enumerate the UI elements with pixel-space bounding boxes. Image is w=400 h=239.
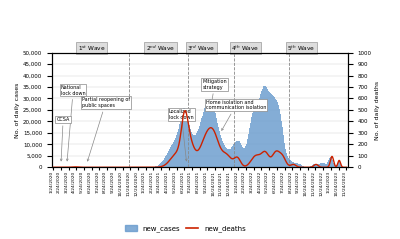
- Text: CCSA: CCSA: [56, 117, 70, 161]
- Legend: new_cases, new_deaths: new_cases, new_deaths: [122, 223, 248, 235]
- Text: 4$^{th}$ Wave: 4$^{th}$ Wave: [231, 43, 260, 53]
- Text: Home isolation and
communication isolation: Home isolation and communication isolati…: [206, 100, 266, 130]
- Y-axis label: No. of daily cases: No. of daily cases: [15, 82, 20, 138]
- Text: Mitigation
strategy: Mitigation strategy: [202, 79, 227, 107]
- Text: 2$^{nd}$ Wave: 2$^{nd}$ Wave: [146, 43, 175, 53]
- Text: 1$^{st}$ Wave: 1$^{st}$ Wave: [78, 44, 105, 53]
- Text: Partial reopening of
public spaces: Partial reopening of public spaces: [82, 97, 130, 161]
- Text: Localized
lock down: Localized lock down: [169, 109, 194, 161]
- Text: 5$^{th}$ Wave: 5$^{th}$ Wave: [287, 43, 315, 53]
- Text: 3$^{rd}$ Wave: 3$^{rd}$ Wave: [187, 43, 216, 53]
- Text: National
lock down: National lock down: [61, 85, 86, 161]
- Y-axis label: No. of daily deaths: No. of daily deaths: [374, 80, 380, 140]
